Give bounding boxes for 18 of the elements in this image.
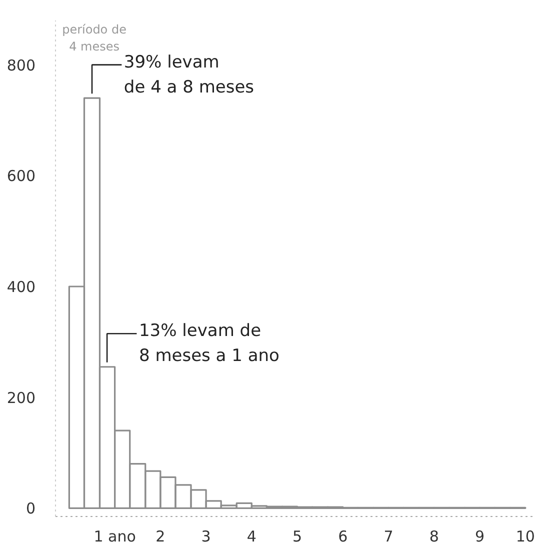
y-tick-label: 0 (26, 500, 36, 518)
x-tick-label: 10 (516, 528, 535, 546)
y-tick-label: 200 (6, 388, 36, 407)
annotation: 13% levam de 8 meses a 1 ano (138, 321, 280, 366)
x-tick-label: 4 (246, 528, 256, 546)
annotation: 39% levam de 4 a 8 meses (124, 52, 254, 98)
x-tick-label: 7 (384, 528, 394, 546)
x-tick-label: 3 (201, 528, 211, 546)
x-tick-label: 1 ano (94, 528, 136, 546)
x-tick-label: 2 (156, 528, 166, 546)
y-tick-label: 800 (6, 56, 36, 74)
x-tick-label: 5 (292, 528, 302, 546)
x-tick-label: 6 (338, 528, 348, 546)
annotation: período de 4 meses (62, 22, 126, 54)
x-tick-label: 9 (474, 528, 485, 546)
y-tick-label: 400 (6, 278, 36, 296)
x-tick-label: 8 (429, 528, 439, 546)
y-tick-label: 600 (6, 167, 36, 186)
